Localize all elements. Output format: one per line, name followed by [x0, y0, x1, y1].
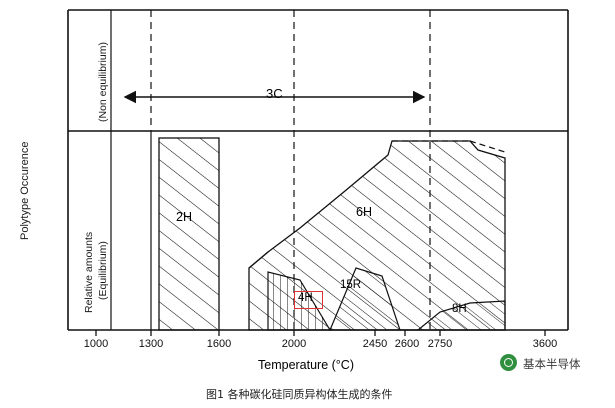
- x-axis-label: Temperature (°C): [258, 358, 354, 372]
- label-8h: 8H: [452, 303, 467, 315]
- x-tick-1000: 1000: [83, 338, 109, 350]
- label-6h: 6H: [356, 205, 372, 219]
- label-4h-highlight-box: [294, 291, 323, 309]
- x-tick-2000: 2000: [281, 338, 307, 350]
- region-4h: [267, 271, 332, 331]
- region-boundaries: [248, 140, 506, 331]
- x-tick-2600: 2600: [394, 338, 420, 350]
- label-4h: 4H: [298, 292, 313, 304]
- x-tick-3600: 3600: [532, 338, 558, 350]
- x-tick-1300: 1300: [138, 338, 164, 350]
- watermark-text: 基本半导体: [523, 357, 581, 371]
- label-3c: 3C: [266, 86, 283, 101]
- x-tick-2450: 2450: [362, 338, 388, 350]
- region-15r: [329, 267, 401, 331]
- label-15r: 15R: [340, 279, 362, 291]
- x-tick-2750: 2750: [427, 338, 453, 350]
- figure-caption: 图1 各种碳化硅同质异构体生成的条件: [206, 388, 393, 401]
- x-tick-1600: 1600: [206, 338, 232, 350]
- label-2h: 2H: [176, 210, 192, 224]
- x-axis-ticks: [95, 330, 546, 336]
- circle-logo-icon: [500, 354, 517, 371]
- region-2h: [158, 137, 220, 331]
- region-8h: [416, 300, 506, 331]
